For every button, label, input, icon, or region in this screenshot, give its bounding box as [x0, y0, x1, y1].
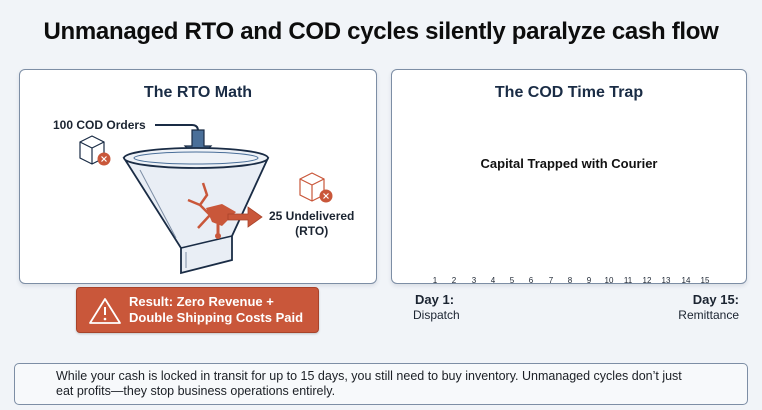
- start-day-label: Day 1: Dispatch: [413, 292, 460, 323]
- panel-title: The COD Time Trap: [494, 84, 644, 101]
- tick-label: 3: [471, 276, 477, 285]
- tick-label: 13: [661, 276, 671, 285]
- end-day-desc: Remittance: [678, 308, 739, 322]
- input-orders-label: 100 COD Orders: [53, 118, 146, 132]
- funnel-icon: [122, 147, 270, 275]
- result-text: Result: Zero Revenue + Double Shipping C…: [129, 294, 303, 326]
- tick-label: 4: [490, 276, 496, 285]
- undelivered-label: 25 Undelivered (RTO): [269, 209, 354, 239]
- panel-title: The RTO Math: [143, 84, 253, 101]
- tick-label: 8: [567, 276, 573, 285]
- page-title: Unmanaged RTO and COD cycles silently pa…: [43, 18, 719, 45]
- end-day: Day 15:: [692, 292, 739, 307]
- start-day: Day 1:: [415, 292, 455, 307]
- tick-label: 10: [604, 276, 614, 285]
- result-callout: Result: Zero Revenue + Double Shipping C…: [76, 287, 319, 333]
- tick-label: 15: [700, 276, 710, 285]
- tick-label: 7: [548, 276, 554, 285]
- tick-label: 14: [681, 276, 691, 285]
- tick-label: 11: [623, 276, 633, 285]
- tick-label: 1: [432, 276, 438, 285]
- warning-icon: [89, 298, 121, 324]
- box-x-icon: [79, 135, 111, 166]
- result-line-1: Result: Zero Revenue +: [129, 294, 274, 309]
- tick-label: 6: [528, 276, 534, 285]
- bar-title: Capital Trapped with Courier: [480, 156, 658, 171]
- result-line-2: Double Shipping Costs Paid: [129, 310, 304, 325]
- tick-label: 9: [586, 276, 592, 285]
- footer-text: While your cash is locked in transit for…: [56, 369, 746, 399]
- undelivered-rto: (RTO): [295, 224, 329, 238]
- leak-arrow-icon: [227, 206, 263, 228]
- footer-line-2: eat profits—they stop business operation…: [56, 384, 336, 398]
- cod-time-trap-panel: The COD Time Trap: [391, 69, 747, 284]
- footer-callout: While your cash is locked in transit for…: [14, 363, 748, 405]
- box-x-icon: [299, 172, 333, 203]
- undelivered-count: 25 Undelivered: [269, 209, 355, 223]
- tick-label: 12: [642, 276, 652, 285]
- footer-line-1: While your cash is locked in transit for…: [56, 369, 682, 383]
- tick-label: 5: [509, 276, 515, 285]
- start-day-desc: Dispatch: [413, 308, 460, 322]
- end-day-label: Day 15: Remittance: [678, 292, 739, 323]
- tick-label: 2: [451, 276, 457, 285]
